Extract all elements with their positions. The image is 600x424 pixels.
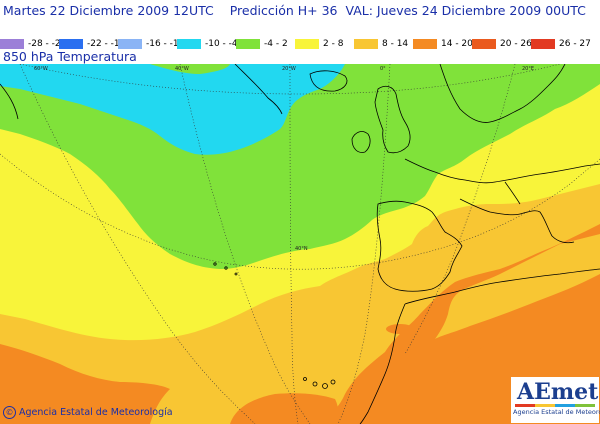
grid-label-20w: 20°W bbox=[282, 66, 296, 72]
band-8-14-sahara bbox=[435, 234, 600, 339]
grid-label-40n: 40°N bbox=[295, 246, 308, 252]
legend-label: -28 - -22 bbox=[28, 39, 67, 49]
legend-swatch bbox=[354, 39, 378, 49]
copyright-icon: © bbox=[3, 406, 16, 419]
run-date: Martes 22 Diciembre 2009 12UTC bbox=[3, 3, 214, 18]
header: Martes 22 Diciembre 2009 12UTC Predicció… bbox=[0, 0, 600, 64]
temperature-map: 60°W 40°W 20°W 0° 20°E 40°N bbox=[0, 64, 600, 424]
aemet-logo: AEmet Agencia Estatal de Meteorología bbox=[511, 377, 600, 423]
temperature-legend: -28 - -22 -22 - -16 -16 - -10 -10 - -4 -4 - … bbox=[0, 38, 600, 52]
legend-label: -4 - 2 bbox=[264, 39, 288, 49]
legend-swatch bbox=[413, 39, 437, 49]
valid-time: VAL: Jueves 24 Diciembre 2009 00UTC bbox=[345, 3, 586, 18]
legend-label: 14 - 20 bbox=[441, 39, 473, 49]
logo-stripes bbox=[515, 404, 595, 407]
graticule bbox=[0, 64, 600, 424]
logo-subtext: Agencia Estatal de Meteorología bbox=[513, 408, 600, 416]
legend-swatch bbox=[295, 39, 319, 49]
legend-label: 20 - 26 bbox=[500, 39, 532, 49]
band-minus10-minus4 bbox=[0, 64, 345, 155]
warm-patch bbox=[386, 324, 414, 334]
grid-label-20e: 20°E bbox=[522, 66, 534, 72]
band-minus4-2-patch bbox=[150, 64, 230, 74]
legend-swatch bbox=[472, 39, 496, 49]
legend-swatch bbox=[59, 39, 83, 49]
legend-swatch bbox=[531, 39, 555, 49]
legend-label: 8 - 14 bbox=[382, 39, 409, 49]
legend-swatch bbox=[118, 39, 142, 49]
map-subtitle: 850 hPa Temperatura bbox=[3, 49, 137, 64]
forecast-hour: Predicción H+ 36 bbox=[229, 3, 338, 18]
warm-patch-sw bbox=[230, 393, 339, 424]
title-line: Martes 22 Diciembre 2009 12UTC Predicció… bbox=[3, 3, 586, 18]
logo-text: AEmet bbox=[517, 379, 599, 405]
grid-label-60w: 60°W bbox=[34, 66, 48, 72]
grid-label-40w: 40°W bbox=[175, 66, 189, 72]
legend-swatch bbox=[0, 39, 24, 49]
credit-text: Agencia Estatal de Meteorología bbox=[19, 407, 173, 418]
coastlines bbox=[0, 64, 600, 424]
legend-label: -16 - -10 bbox=[146, 39, 185, 49]
legend-swatch bbox=[236, 39, 260, 49]
grid-label-0: 0° bbox=[380, 66, 386, 72]
legend-label: -10 - -4 bbox=[205, 39, 238, 49]
legend-label: -22 - -16 bbox=[87, 39, 126, 49]
copyright-credit: © Agencia Estatal de Meteorología bbox=[3, 406, 173, 419]
legend-swatch bbox=[177, 39, 201, 49]
legend-label: 26 - 27 bbox=[559, 39, 591, 49]
legend-label: 2 - 8 bbox=[323, 39, 344, 49]
